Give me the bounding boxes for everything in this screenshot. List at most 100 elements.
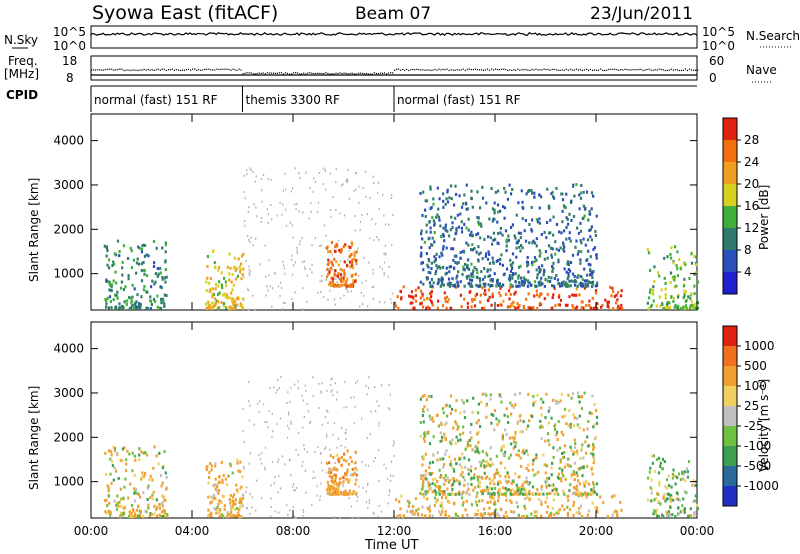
heatmap-cell: [216, 485, 219, 489]
heatmap-cell: [463, 410, 466, 414]
freq-dot: [208, 68, 210, 70]
heatmap-cell: [515, 213, 518, 217]
noise-cell: [320, 390, 322, 393]
heatmap-cell: [583, 214, 586, 218]
noise-cell: [267, 289, 269, 292]
heatmap-cell: [442, 245, 445, 248]
heatmap-cell: [145, 253, 148, 257]
freq-dot: [315, 72, 317, 74]
heatmap-cell: [670, 256, 673, 260]
noise-cell: [317, 291, 319, 294]
freq-dot: [210, 69, 212, 71]
cpid-segment-label: normal (fast) 151 RF: [94, 93, 218, 107]
heatmap-cell: [328, 467, 331, 471]
heatmap-cell: [205, 307, 208, 310]
heatmap-cell: [481, 257, 484, 261]
heatmap-cell: [438, 218, 441, 222]
heatmap-cell: [342, 480, 345, 484]
freq-dot: [515, 69, 517, 71]
nave-label: Nave: [746, 63, 777, 77]
heatmap-cell: [328, 488, 332, 492]
heatmap-cell: [573, 293, 576, 297]
heatmap-cell: [658, 274, 661, 278]
heatmap-cell: [514, 290, 517, 294]
heatmap-cell: [242, 267, 245, 271]
heatmap-cell: [588, 303, 591, 307]
freq-dot: [670, 68, 672, 70]
heatmap-cell: [450, 184, 453, 188]
heatmap-cell: [355, 478, 358, 482]
freq-dot: [585, 68, 588, 70]
heatmap-cell: [462, 475, 465, 479]
heatmap-cell: [585, 279, 589, 283]
heatmap-cell: [520, 189, 523, 193]
heatmap-cell: [396, 295, 399, 299]
noise-cell: [320, 482, 322, 485]
heatmap-cell: [528, 281, 531, 285]
heatmap-cell: [554, 240, 557, 244]
heatmap-cell: [107, 494, 110, 498]
noise-cell: [260, 462, 263, 465]
noise-cell: [298, 431, 300, 434]
heatmap-cell: [228, 498, 231, 501]
power-ylabel: Slant Range [km]: [27, 178, 41, 282]
heatmap-cell: [424, 452, 427, 456]
noise-cell: [276, 214, 278, 217]
heatmap-cell: [121, 459, 124, 463]
freq-dot: [353, 73, 355, 75]
heatmap-cell: [217, 489, 221, 492]
freq-dot: [347, 73, 349, 75]
noise-cell: [390, 298, 392, 301]
heatmap-cell: [590, 488, 593, 492]
heatmap-cell: [476, 276, 479, 280]
heatmap-cell: [211, 287, 214, 291]
noise-cell: [343, 214, 346, 217]
freq-dot: [264, 73, 266, 75]
freq-dot: [604, 69, 606, 72]
heatmap-cell: [549, 218, 552, 222]
heatmap-cell: [431, 303, 434, 307]
heatmap-cell: [420, 261, 423, 265]
heatmap-cell: [552, 267, 555, 271]
heatmap-cell: [421, 463, 424, 467]
heatmap-cell: [163, 511, 166, 515]
heatmap-cell: [581, 284, 585, 288]
heatmap-cell: [159, 266, 162, 270]
freq-dot: [206, 68, 208, 70]
heatmap-cell: [165, 487, 168, 491]
heatmap-cell: [524, 497, 527, 501]
heatmap-cell: [506, 473, 509, 477]
heatmap-cell: [559, 477, 563, 481]
heatmap-cell: [550, 466, 553, 470]
noise-cell: [323, 224, 326, 227]
heatmap-cell: [219, 508, 222, 511]
heatmap-cell: [650, 303, 653, 307]
noise-cell: [381, 384, 383, 387]
heatmap-cell: [492, 478, 495, 482]
freq-dot: [486, 68, 489, 70]
noise-cell: [353, 189, 355, 192]
heatmap-cell: [515, 483, 518, 487]
heatmap-cell: [164, 268, 167, 272]
heatmap-cell: [454, 232, 457, 236]
noise-cell: [344, 478, 346, 481]
heatmap-cell: [683, 507, 686, 511]
heatmap-cell: [559, 458, 562, 462]
heatmap-cell: [156, 267, 159, 271]
heatmap-cell: [585, 480, 588, 484]
heatmap-cell: [484, 289, 487, 292]
heatmap-cell: [473, 247, 476, 250]
heatmap-cell: [467, 243, 470, 247]
heatmap-cell: [161, 481, 164, 485]
heatmap-cell: [490, 492, 493, 496]
heatmap-cell: [118, 306, 121, 310]
heatmap-cell: [236, 458, 239, 462]
heatmap-cell: [442, 226, 445, 230]
heatmap-cell: [452, 266, 456, 270]
freq-dot: [177, 69, 180, 71]
cpid-segment-label: themis 3300 RF: [246, 93, 340, 107]
heatmap-cell: [514, 492, 517, 496]
heatmap-cell: [594, 289, 598, 293]
heatmap-cell: [696, 280, 700, 284]
heatmap-cell: [691, 306, 695, 309]
